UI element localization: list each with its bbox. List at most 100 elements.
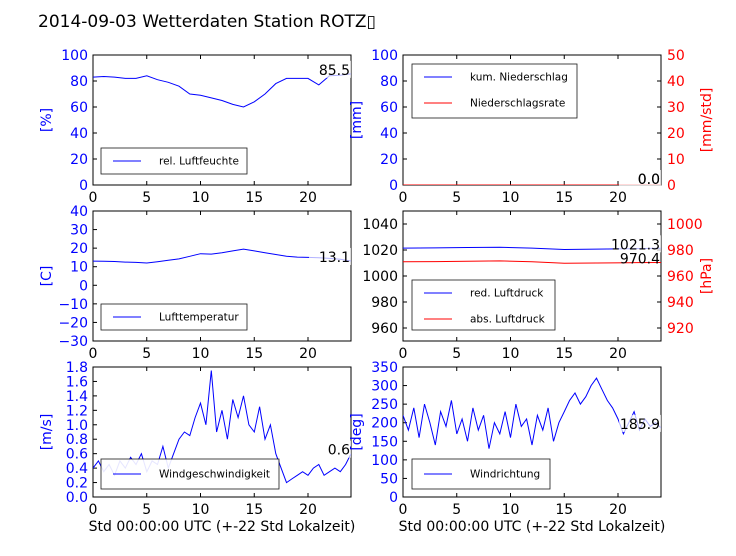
- legend: Windrichtung: [411, 458, 551, 490]
- y-tick-label: 350: [371, 360, 398, 376]
- y-tick-label: 1020: [362, 243, 398, 259]
- y-tick-label: −10: [58, 297, 88, 313]
- y-tick-label: 40: [380, 126, 398, 142]
- value-box: [309, 60, 351, 78]
- current-value: 85.5: [319, 63, 350, 79]
- panel-5: 0 5 10 15 200.00.20.40.60.81.01.21.41.61.8[m…: [39, 360, 352, 518]
- y-axis-label: [%]: [39, 108, 55, 132]
- legend-label: Niederschlagsrate: [470, 98, 565, 110]
- y-tick-label: 0: [389, 490, 398, 506]
- current-value-right: 970.4: [620, 251, 660, 267]
- legend: Windgeschwindigkeit: [100, 458, 280, 490]
- chart-title: 2014-09-03 Wetterdaten Station ROTZ▯: [38, 12, 376, 32]
- panel-3: 0 5 10 15 20 −30 −20 −10 0 10 20 30 40 [C] 13.1 Lufttem…: [39, 204, 352, 362]
- y-tick-label: 20: [70, 152, 88, 168]
- current-value: 0.6: [328, 443, 350, 459]
- y-tick-label: 960: [371, 321, 398, 337]
- x-tick-label: 20: [609, 190, 627, 206]
- y-tick-label: 1.2: [66, 403, 88, 419]
- panel-4: 0 5 10 15 20 960 980 1000 1020 1040 920 940 960 980 10…: [362, 210, 715, 362]
- x-tick-label: 20: [299, 190, 317, 206]
- y-tick-label: 0.6: [66, 447, 88, 463]
- legend-label: rel. Luftfeuchte: [159, 156, 239, 168]
- y-tick-label: 300: [371, 379, 398, 395]
- current-value-right: 0.0: [638, 172, 660, 188]
- legend-label: Windgeschwindigkeit: [159, 469, 270, 481]
- panel-1: 0 5 10 15 20 0 20 40 60 80 100 [%] 85.5 rel. Luftfeuc…: [39, 48, 352, 206]
- series-line-1: [93, 248, 351, 264]
- legend-label: Windrichtung: [470, 469, 540, 481]
- legend: red. Luftdruck abs. Luftdruck: [411, 279, 556, 331]
- y-tick-label: −30: [58, 334, 88, 350]
- y-axis-label: [mm]: [349, 101, 365, 139]
- x-tick-label: 15: [555, 190, 573, 206]
- y-tick-label-right: 940: [667, 295, 694, 311]
- legend-label: kum. Niederschlag: [470, 72, 568, 84]
- y-tick-label-right: 50: [667, 48, 685, 64]
- y-tick-label: 20: [380, 152, 398, 168]
- y-tick-label: 30: [70, 223, 88, 239]
- x-tick-label: 5: [142, 190, 151, 206]
- value-box: [619, 170, 661, 187]
- y-tick-label-right: 0: [667, 178, 676, 194]
- x-tick-label: 0: [89, 190, 98, 206]
- y-tick-label: 1.4: [66, 389, 88, 405]
- series-line-2: [403, 260, 661, 264]
- x-tick-label: 15: [555, 346, 573, 362]
- y-tick-label: 100: [371, 453, 398, 469]
- x-tick-label: 0: [399, 190, 408, 206]
- y-tick-label: 100: [61, 48, 88, 64]
- x-tick-label: 20: [299, 502, 317, 518]
- x-tick-label: 0: [399, 346, 408, 362]
- x-tick-label: 0: [399, 502, 408, 518]
- legend: rel. Luftfeuchte: [100, 147, 248, 175]
- x-tick-label: 5: [452, 190, 461, 206]
- y-tick-label-right: 40: [667, 74, 685, 90]
- x-tick-label: 5: [452, 502, 461, 518]
- x-tick-label: 10: [192, 346, 210, 362]
- y-tick-label: 200: [371, 416, 398, 432]
- current-value: 185.9: [620, 417, 660, 433]
- y-tick-label: 0.4: [66, 461, 88, 477]
- y-tick-label: 1.6: [66, 374, 88, 390]
- legend: kum. Niederschlag Niederschlagsrate: [411, 63, 578, 119]
- y-tick-label: 40: [70, 126, 88, 142]
- legend-frame: [411, 279, 556, 331]
- y-tick-label: 980: [371, 295, 398, 311]
- value-box: [619, 235, 661, 253]
- y-tick-label: 1.8: [66, 360, 88, 376]
- y-tick-label-right: 920: [667, 321, 694, 337]
- y-tick-label: 0.2: [66, 476, 88, 492]
- x-tick-label: 10: [502, 190, 520, 206]
- value-box: [619, 414, 661, 432]
- y-tick-label: 0: [79, 278, 88, 294]
- current-value: 13.1: [319, 250, 350, 266]
- legend-label: Lufttemperatur: [159, 312, 239, 324]
- x-tick-label: 15: [555, 502, 573, 518]
- y-tick-label: 1000: [362, 269, 398, 285]
- y-tick-label: 100: [371, 48, 398, 64]
- y-tick-label: 150: [371, 434, 398, 450]
- y-axis-label: [C]: [39, 266, 55, 287]
- series-line-1: [403, 377, 661, 449]
- x-tick-label: 5: [142, 502, 151, 518]
- y-tick-label: 40: [70, 204, 88, 220]
- y-tick-label: 20: [70, 241, 88, 257]
- y-axis-label-right: [mm/std]: [699, 88, 715, 153]
- value-box: [309, 247, 351, 265]
- x-tick-label: 20: [299, 346, 317, 362]
- x-tick-label: 20: [609, 346, 627, 362]
- x-tick-label: 0: [89, 346, 98, 362]
- value-box: [309, 440, 351, 458]
- y-tick-label-right: 10: [667, 152, 685, 168]
- y-tick-label: 0.0: [66, 490, 88, 506]
- y-tick-label: 250: [371, 397, 398, 413]
- y-tick-label: 1040: [362, 217, 398, 233]
- y-axis-label: [deg]: [349, 413, 365, 450]
- series-line-1: [403, 246, 661, 251]
- series-line-1: [93, 73, 351, 108]
- y-tick-label: 0: [79, 178, 88, 194]
- x-tick-label: 15: [245, 502, 263, 518]
